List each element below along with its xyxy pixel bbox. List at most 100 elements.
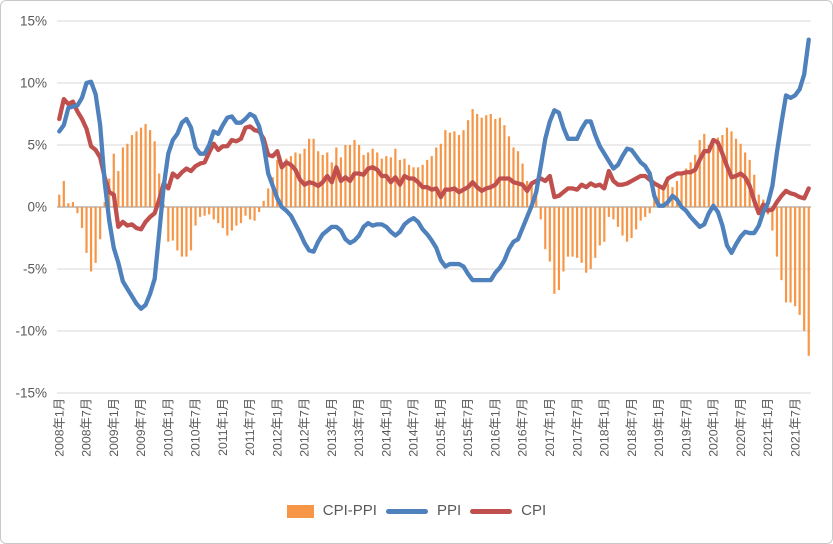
bar [208,207,211,215]
bar [757,194,760,207]
x-tick-label: 2008年1月 [52,398,66,457]
bar-series-cpi-ppi [58,109,810,356]
bar [194,207,197,226]
bar [439,143,442,207]
bar [189,207,193,251]
bar [648,207,651,214]
bar [407,164,411,207]
bar [239,207,243,224]
bar [335,147,338,207]
bar [789,207,792,303]
x-tick-label: 2017年7月 [570,398,584,457]
bar [362,154,365,207]
x-tick-label: 2019年7月 [679,398,693,457]
bar [571,207,574,257]
bar [530,184,533,207]
bar [262,200,265,207]
bar [535,195,538,207]
bar [212,207,215,220]
bar [130,135,134,207]
bar [480,117,483,207]
bar [625,207,629,242]
x-tick-label: 2021年7月 [788,398,802,457]
bar [103,202,106,207]
bar [539,207,542,220]
bar [675,180,679,207]
y-tick-label: 0% [27,200,47,215]
bar [248,207,252,220]
x-tick-label: 2020年1月 [707,398,721,457]
bar [203,207,206,216]
bar [326,152,329,207]
line-cpi [57,96,811,232]
x-tick-label: 2009年7月 [134,398,148,457]
bar [112,153,115,207]
bar [621,207,624,236]
y-tick-label: -15% [15,386,47,401]
bar [367,152,370,207]
bar [85,207,88,253]
x-tick-label: 2014年7月 [407,398,421,457]
bar [435,147,438,207]
bar [317,151,320,207]
bar [221,207,224,229]
bar [180,207,184,257]
bar [330,162,333,207]
x-tick-label: 2018年7月 [625,398,639,457]
bar [444,130,447,207]
bar [616,207,620,227]
bar [607,207,610,217]
x-tick-label: 2016年1月 [489,398,503,457]
bar [544,207,547,250]
bar [235,207,238,226]
bar [171,207,174,241]
bar [153,141,156,207]
bar [734,138,738,207]
bar [280,167,283,207]
bar [526,180,529,207]
line-ppi [57,37,811,311]
x-tick-label: 2011年1月 [216,398,230,456]
x-tick-label: 2016年7月 [516,398,530,457]
legend-label-ppi: PPI [436,502,462,519]
bar [466,120,470,207]
y-tick-label: -5% [23,262,47,277]
bar [371,148,374,207]
bar [348,145,352,207]
bar [453,131,456,207]
bar [185,207,188,257]
bar [457,135,461,207]
bar [707,145,710,207]
y-tick-label: 10% [20,76,47,91]
bar [99,207,102,240]
bar [635,207,638,230]
x-tick-label: 2010年7月 [189,398,203,457]
x-tick-label: 2012年7月 [298,398,312,457]
bar [630,207,633,238]
bar [507,136,511,207]
legend-label-cpi-ppi: CPI-PPI [322,502,377,519]
bar [67,203,70,207]
bar [689,162,692,207]
x-tick-label: 2012年1月 [270,398,284,457]
bar [771,207,774,231]
bar [89,207,93,272]
bar [121,147,124,207]
bar [680,173,683,207]
bar [784,207,788,303]
bar [62,180,65,207]
bar [580,207,583,263]
bar [694,154,697,207]
bar [657,187,660,207]
bar [294,152,297,207]
x-tick-label: 2014年1月 [379,398,393,457]
x-tick-label: 2015年7月 [461,398,475,457]
bar [71,202,74,207]
bar [753,174,756,207]
bar [76,207,79,214]
bar [639,207,642,221]
x-tick-label: 2009年1月 [107,398,121,457]
bar [548,207,551,262]
bar [276,159,279,207]
bar [303,148,306,207]
